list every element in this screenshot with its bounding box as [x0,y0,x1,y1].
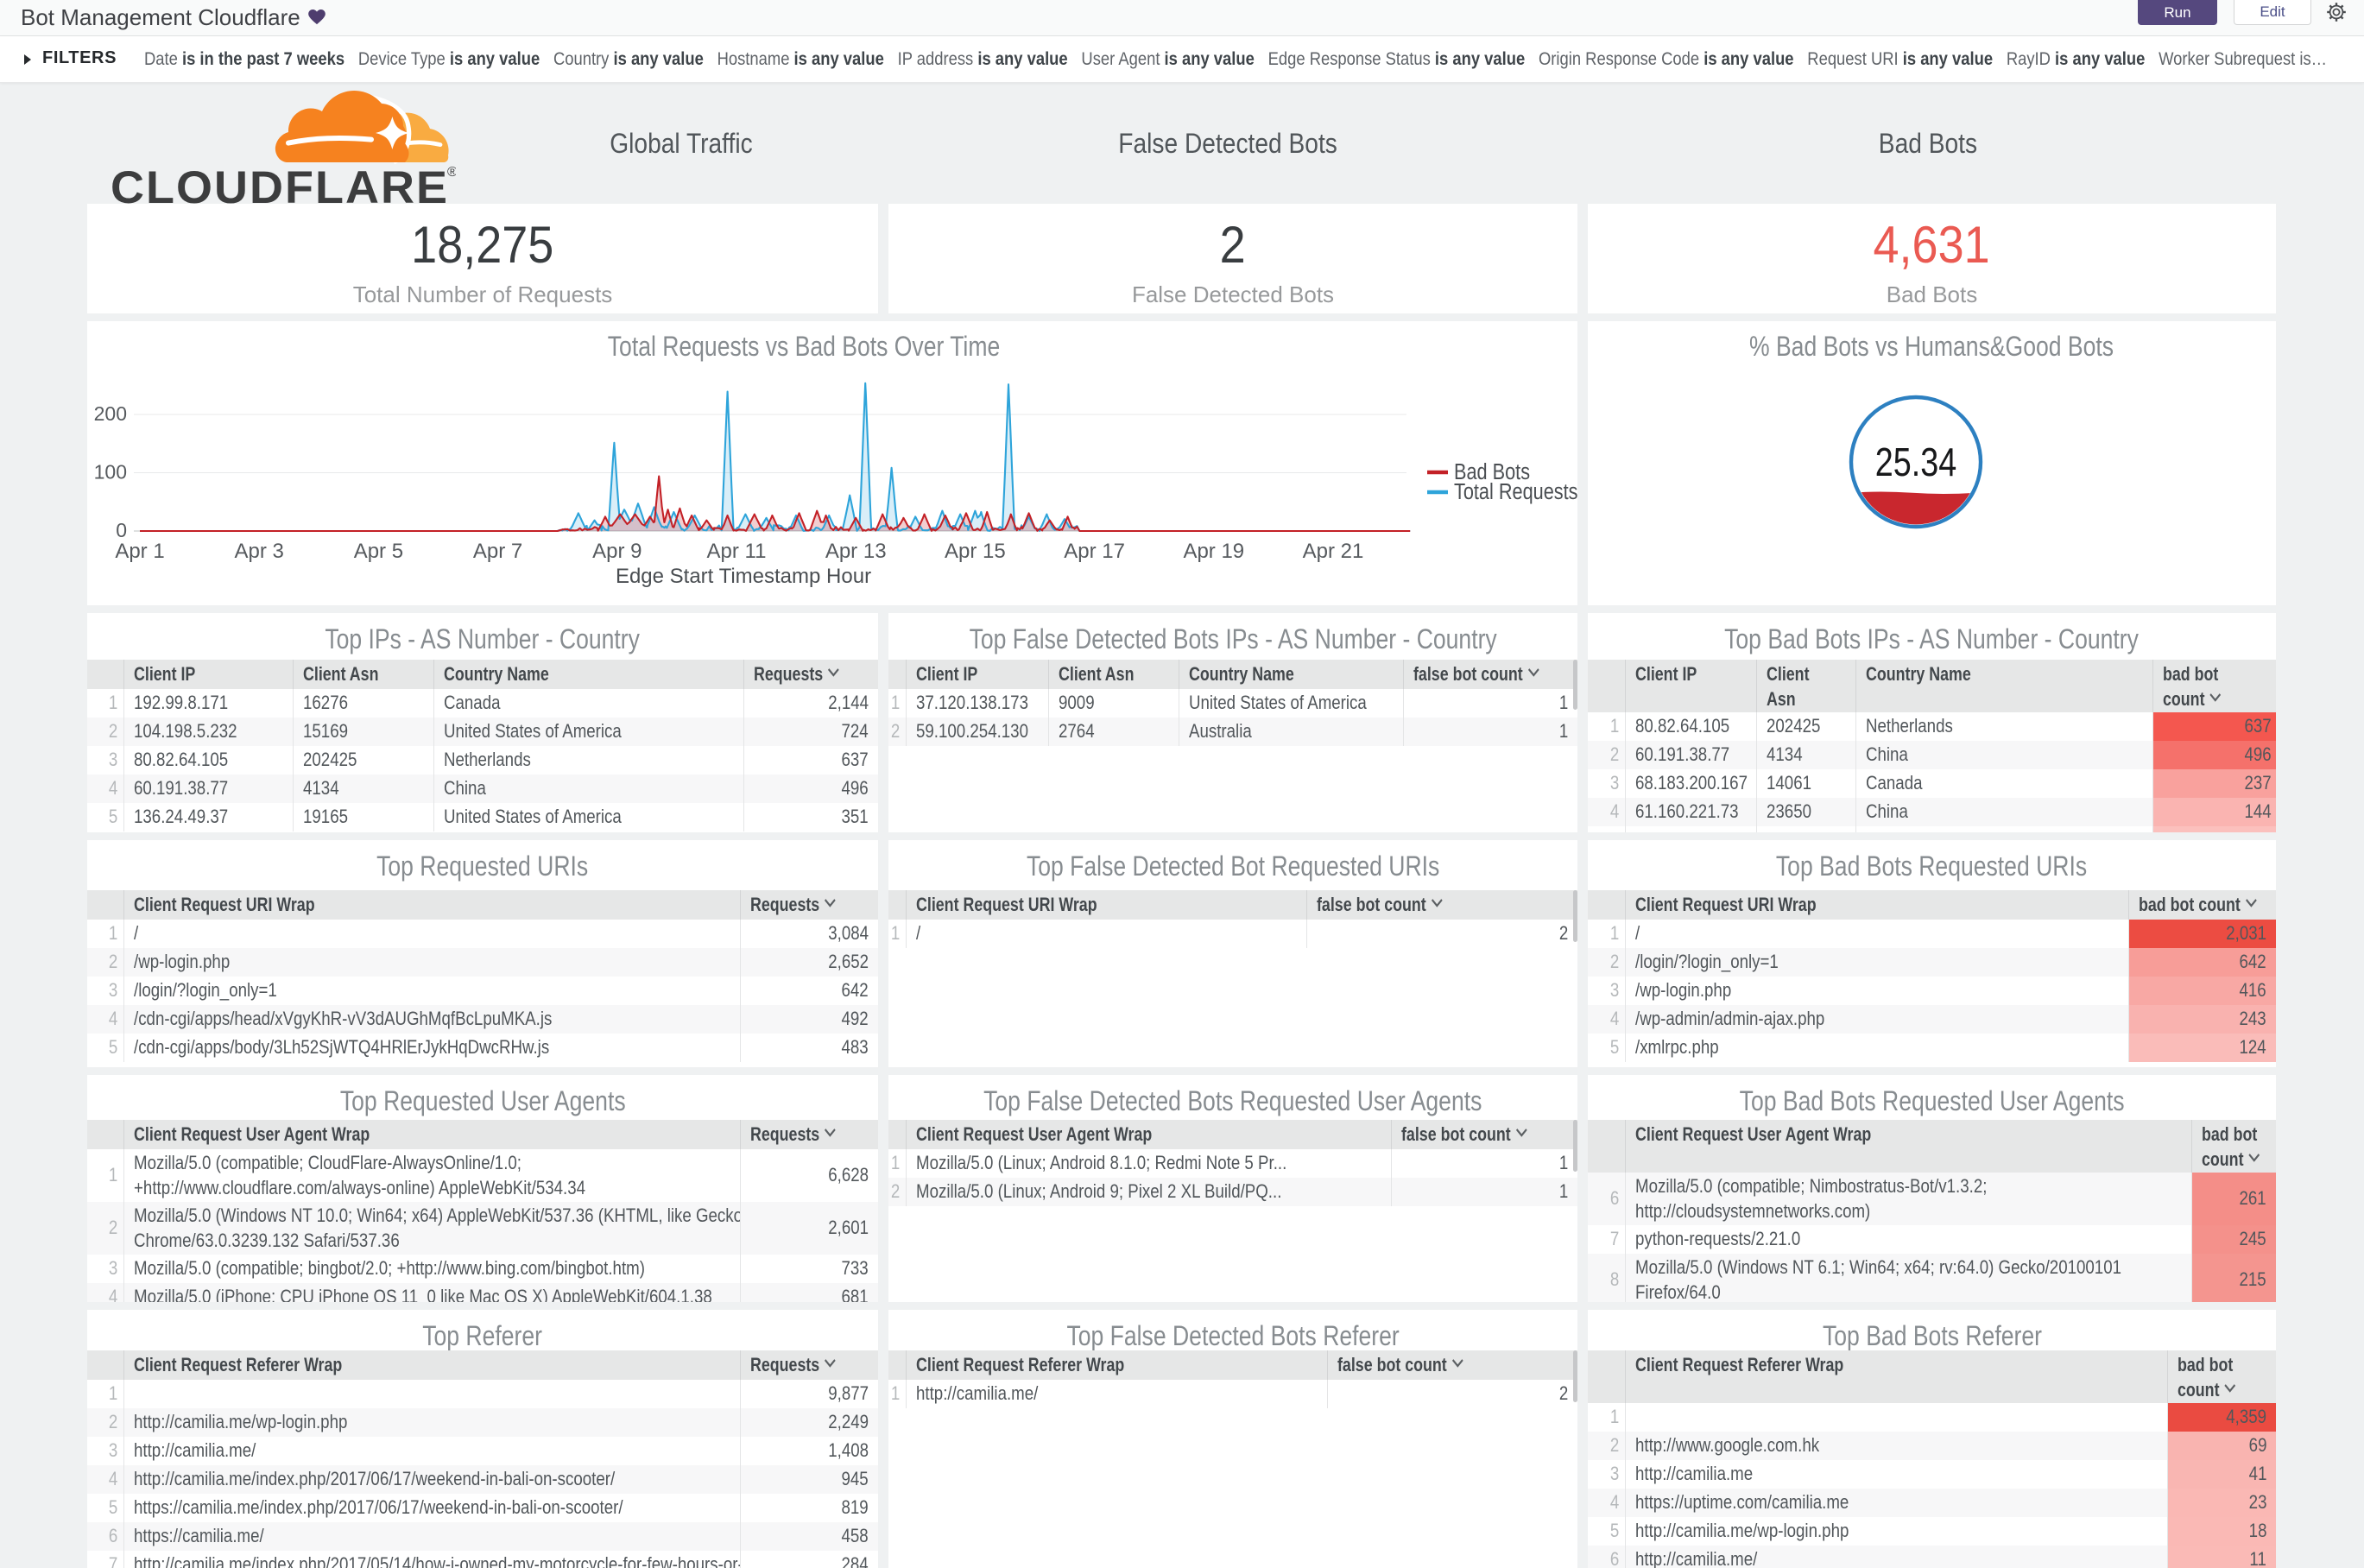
svg-text:Apr 3: Apr 3 [235,540,284,563]
svg-text:0: 0 [116,519,127,541]
svg-text:Apr 11: Apr 11 [707,540,767,563]
svg-text:Apr 17: Apr 17 [1064,540,1125,563]
svg-text:®: ® [447,165,456,180]
svg-text:Apr 5: Apr 5 [354,540,403,563]
svg-text:Edge Start Timestamp Hour: Edge Start Timestamp Hour [616,565,871,588]
svg-text:Apr 15: Apr 15 [945,540,1006,563]
svg-text:Apr 21: Apr 21 [1303,540,1364,563]
svg-text:% Bad Bots vs Humans&Good Bots: % Bad Bots vs Humans&Good Bots [1749,332,2114,363]
svg-text:CLOUDFLARE: CLOUDFLARE [111,162,449,205]
svg-text:Total Requests vs Bad Bots Ove: Total Requests vs Bad Bots Over Time [608,332,1000,363]
svg-text:Bad Bots: Bad Bots [1454,459,1530,484]
svg-text:Apr 7: Apr 7 [473,540,522,563]
svg-text:25.34: 25.34 [1875,439,1956,484]
svg-text:200: 200 [94,402,127,425]
svg-text:100: 100 [94,460,127,483]
svg-text:Total Requests: Total Requests [1454,479,1577,504]
svg-text:Apr 13: Apr 13 [825,540,887,563]
svg-text:Apr 9: Apr 9 [592,540,642,563]
svg-text:Apr 1: Apr 1 [115,540,164,563]
svg-text:Apr 19: Apr 19 [1183,540,1244,563]
